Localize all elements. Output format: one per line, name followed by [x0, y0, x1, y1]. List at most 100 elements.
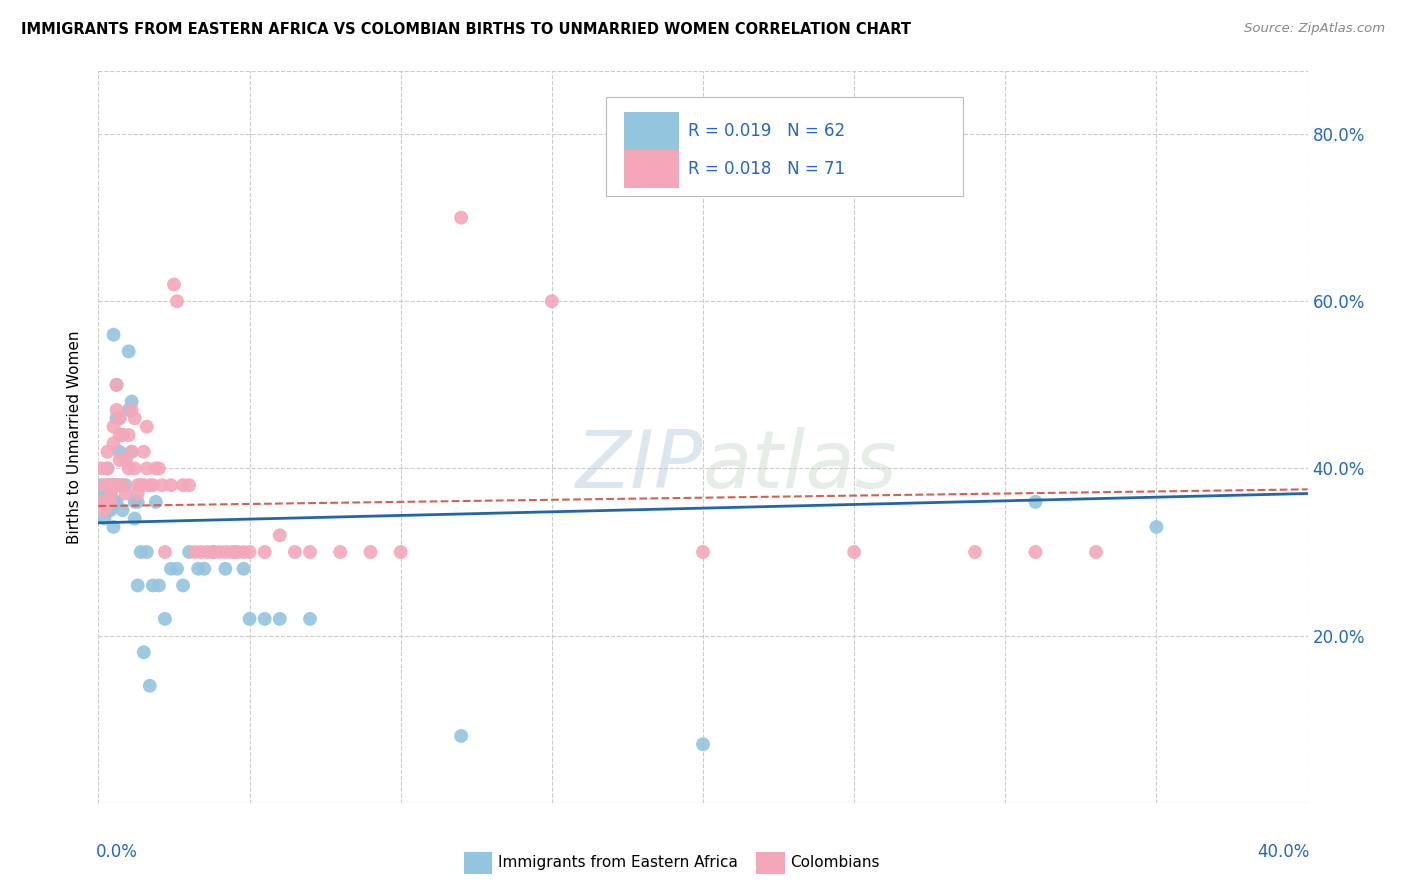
Point [284, 545, 307, 559]
Point [389, 545, 412, 559]
Text: IMMIGRANTS FROM EASTERN AFRICA VS COLOMBIAN BIRTHS TO UNMARRIED WOMEN CORRELATIO: IMMIGRANTS FROM EASTERN AFRICA VS COLOMB… [21, 22, 911, 37]
Point [111, 428, 134, 442]
Point [172, 478, 194, 492]
FancyBboxPatch shape [606, 97, 963, 195]
Point [127, 578, 149, 592]
Point [239, 545, 262, 559]
Point [148, 461, 170, 475]
Text: Colombians: Colombians [790, 855, 880, 870]
Point [329, 545, 352, 559]
Point [121, 403, 143, 417]
Point [121, 444, 143, 458]
Point [100, 478, 122, 492]
Point [103, 520, 125, 534]
Point [202, 545, 225, 559]
Point [226, 545, 249, 559]
Point [360, 545, 382, 559]
Point [90, 461, 112, 475]
Point [148, 578, 170, 592]
Point [1024, 545, 1046, 559]
Point [129, 478, 152, 492]
Point [93, 486, 115, 500]
Point [135, 419, 157, 434]
Point [214, 562, 236, 576]
Point [114, 453, 136, 467]
Point [232, 545, 254, 559]
Point [103, 327, 125, 342]
Point [179, 545, 201, 559]
Point [103, 419, 125, 434]
Point [124, 411, 146, 425]
Point [103, 478, 125, 492]
Point [1024, 495, 1046, 509]
Point [114, 478, 136, 492]
Point [135, 545, 157, 559]
Point [221, 545, 243, 559]
Point [121, 444, 143, 458]
Point [105, 377, 128, 392]
Point [105, 403, 128, 417]
Point [139, 478, 162, 492]
Point [118, 344, 141, 359]
Point [93, 495, 115, 509]
Y-axis label: Births to Unmarried Women: Births to Unmarried Women [67, 330, 83, 544]
Point [299, 612, 322, 626]
Point [108, 444, 131, 458]
Point [124, 495, 146, 509]
Point [239, 612, 262, 626]
Point [540, 294, 562, 309]
Point [93, 503, 115, 517]
Point [93, 511, 115, 525]
Point [114, 453, 136, 467]
Point [142, 478, 165, 492]
Point [111, 503, 134, 517]
Point [121, 394, 143, 409]
Point [214, 545, 236, 559]
Point [145, 461, 167, 475]
Point [127, 478, 149, 492]
Text: R = 0.019   N = 62: R = 0.019 N = 62 [689, 122, 845, 140]
Point [202, 545, 225, 559]
Point [1085, 545, 1108, 559]
Point [108, 478, 131, 492]
Point [90, 478, 112, 492]
Point [108, 453, 131, 467]
Point [142, 578, 165, 592]
Point [124, 461, 146, 475]
Point [96, 444, 118, 458]
Text: 0.0%: 0.0% [96, 843, 138, 861]
Point [153, 612, 176, 626]
Point [195, 545, 218, 559]
Point [190, 545, 212, 559]
Point [100, 486, 122, 500]
Point [127, 495, 149, 509]
Point [269, 612, 291, 626]
Point [450, 729, 472, 743]
Point [100, 486, 122, 500]
Point [253, 612, 276, 626]
Point [105, 411, 128, 425]
Point [108, 428, 131, 442]
Point [103, 495, 125, 509]
Point [96, 495, 118, 509]
FancyBboxPatch shape [624, 112, 679, 151]
Point [965, 545, 987, 559]
Point [105, 495, 128, 509]
Point [153, 545, 176, 559]
Point [90, 495, 112, 509]
Text: Source: ZipAtlas.com: Source: ZipAtlas.com [1244, 22, 1385, 36]
Point [692, 737, 714, 751]
Point [187, 562, 209, 576]
Text: ZIP: ZIP [575, 427, 703, 506]
Point [118, 403, 141, 417]
Point [299, 545, 322, 559]
Point [692, 545, 714, 559]
Point [179, 478, 201, 492]
Point [96, 486, 118, 500]
Point [208, 545, 231, 559]
Text: Immigrants from Eastern Africa: Immigrants from Eastern Africa [498, 855, 738, 870]
Point [145, 495, 167, 509]
Point [844, 545, 866, 559]
Point [114, 486, 136, 500]
Point [96, 503, 118, 517]
